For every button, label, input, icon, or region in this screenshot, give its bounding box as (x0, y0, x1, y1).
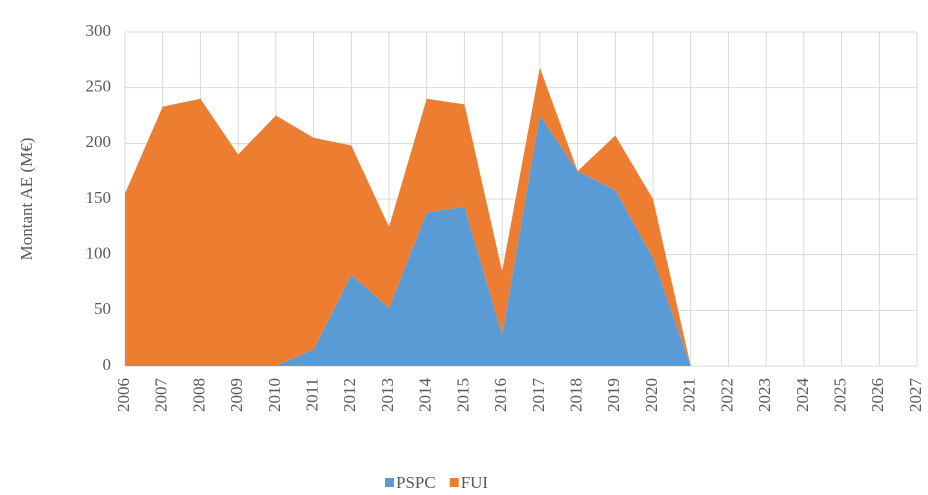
x-tick-label: 2018 (566, 378, 585, 412)
x-tick-label: 2009 (227, 378, 246, 412)
y-tick-label: 250 (86, 77, 112, 96)
y-tick-label: 50 (94, 299, 111, 318)
legend-label: PSPC (396, 473, 436, 492)
x-tick-label: 2010 (265, 378, 284, 412)
x-tick-label: 2011 (302, 378, 321, 411)
x-tick-label: 2024 (793, 378, 812, 413)
x-tick-label: 2017 (529, 378, 548, 413)
legend-swatch (449, 478, 459, 487)
area (125, 115, 917, 366)
y-tick-label: 150 (86, 188, 112, 207)
x-tick-label: 2006 (114, 378, 133, 412)
x-tick-label: 2019 (604, 378, 623, 412)
x-tick-label: 2014 (416, 378, 435, 413)
y-axis-label: Montant AE (M€) (17, 138, 36, 261)
x-tick-label: 2026 (868, 378, 887, 412)
y-tick-label: 200 (86, 132, 112, 151)
y-tick-label: 100 (86, 244, 112, 263)
legend-swatch (385, 478, 394, 487)
x-tick-label: 2013 (378, 378, 397, 412)
x-tick-label: 2022 (717, 378, 736, 412)
x-tick-label: 2021 (680, 378, 699, 412)
x-tick-label: 2023 (755, 378, 774, 412)
x-tick-label: 2012 (340, 378, 359, 412)
legend-label: FUI (461, 473, 489, 492)
x-tick-label: 2016 (491, 378, 510, 412)
x-tick-label: 2025 (830, 378, 849, 412)
y-tick-label: 0 (103, 355, 112, 374)
x-tick-label: 2007 (152, 378, 171, 413)
y-tick-label: 300 (86, 21, 112, 40)
x-tick-label: 2027 (906, 378, 925, 413)
area (125, 67, 917, 367)
x-tick-label: 2020 (642, 378, 661, 412)
x-tick-label: 2008 (189, 378, 208, 412)
x-tick-label: 2015 (453, 378, 472, 412)
